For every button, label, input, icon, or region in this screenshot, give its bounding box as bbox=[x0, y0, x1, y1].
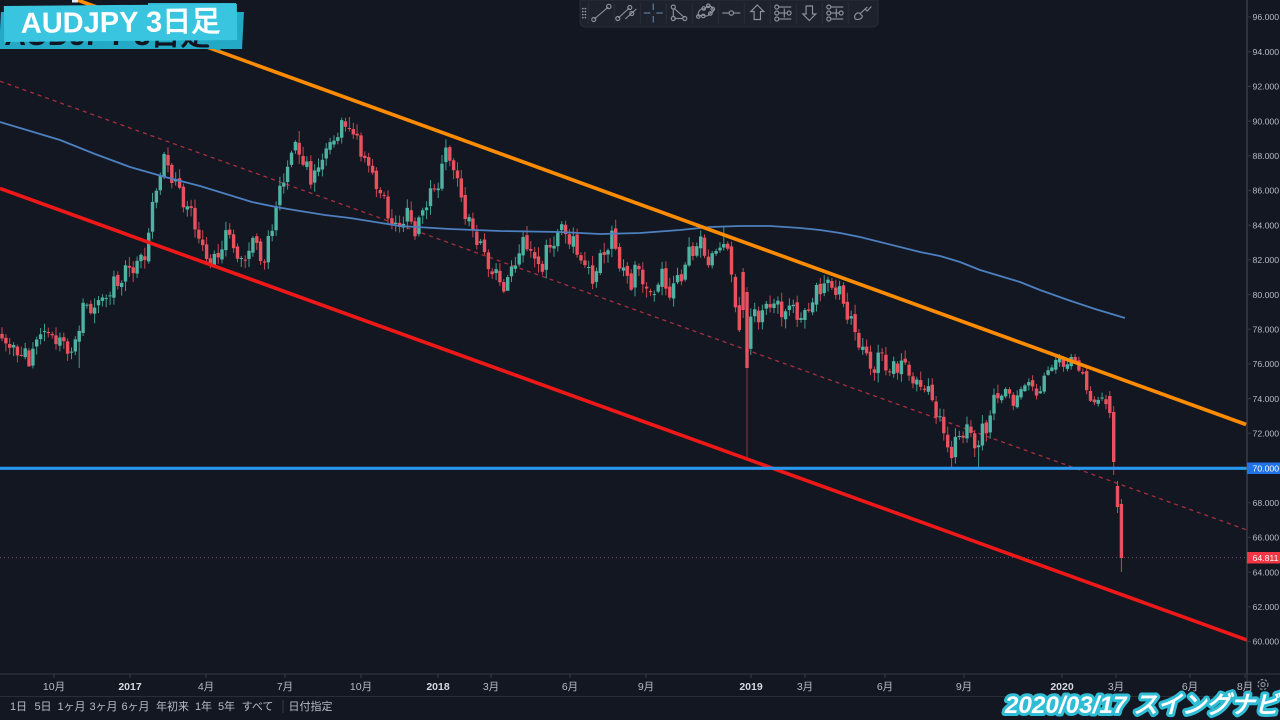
svg-text:3月: 3月 bbox=[483, 681, 499, 693]
svg-text:96.000: 96.000 bbox=[1253, 12, 1280, 22]
svg-text:60.000: 60.000 bbox=[1253, 637, 1280, 647]
svg-text:5年: 5年 bbox=[218, 699, 235, 713]
svg-text:88.000: 88.000 bbox=[1253, 151, 1280, 161]
svg-text:7月: 7月 bbox=[277, 681, 293, 693]
svg-text:2020: 2020 bbox=[1050, 681, 1074, 693]
svg-text:5日: 5日 bbox=[34, 701, 51, 713]
svg-text:2019: 2019 bbox=[739, 681, 763, 693]
svg-text:6ヶ月: 6ヶ月 bbox=[121, 701, 149, 713]
svg-text:62.000: 62.000 bbox=[1253, 602, 1280, 612]
svg-text:78.000: 78.000 bbox=[1253, 324, 1280, 334]
svg-text:日付指定: 日付指定 bbox=[289, 699, 333, 713]
svg-text:4月: 4月 bbox=[198, 681, 214, 693]
svg-text:84.000: 84.000 bbox=[1253, 220, 1280, 230]
svg-text:64.000: 64.000 bbox=[1253, 567, 1280, 577]
svg-text:3月: 3月 bbox=[797, 681, 813, 693]
svg-text:9月: 9月 bbox=[638, 681, 654, 693]
svg-text:64.811: 64.811 bbox=[1253, 553, 1279, 563]
svg-text:82.000: 82.000 bbox=[1253, 255, 1280, 265]
svg-text:94.000: 94.000 bbox=[1253, 47, 1280, 57]
svg-text:すべて: すべて bbox=[242, 700, 274, 713]
svg-text:2018: 2018 bbox=[426, 681, 450, 693]
svg-text:3月: 3月 bbox=[1108, 681, 1124, 693]
svg-text:1日: 1日 bbox=[10, 701, 27, 713]
svg-text:6月: 6月 bbox=[562, 681, 578, 693]
svg-text:76.000: 76.000 bbox=[1253, 359, 1280, 369]
svg-text:6月: 6月 bbox=[1182, 681, 1198, 693]
svg-text:10月: 10月 bbox=[43, 681, 65, 693]
svg-text:74.000: 74.000 bbox=[1253, 394, 1280, 404]
svg-text:2017: 2017 bbox=[118, 681, 142, 693]
svg-text:1ヶ月: 1ヶ月 bbox=[57, 701, 85, 713]
svg-text:6月: 6月 bbox=[877, 681, 893, 693]
svg-text:68.000: 68.000 bbox=[1253, 498, 1280, 508]
svg-text:3ヶ月: 3ヶ月 bbox=[89, 701, 117, 713]
svg-text:80.000: 80.000 bbox=[1253, 290, 1280, 300]
svg-text:72.000: 72.000 bbox=[1253, 429, 1280, 439]
svg-text:92.000: 92.000 bbox=[1253, 82, 1280, 92]
svg-text:8月: 8月 bbox=[1237, 681, 1253, 693]
svg-text:9月: 9月 bbox=[956, 681, 972, 693]
svg-text:90.000: 90.000 bbox=[1253, 116, 1280, 126]
svg-text:86.000: 86.000 bbox=[1253, 186, 1280, 196]
svg-text:70.000: 70.000 bbox=[1253, 464, 1280, 474]
svg-text:年初来: 年初来 bbox=[156, 699, 189, 713]
svg-text:1年: 1年 bbox=[195, 699, 212, 713]
svg-text:66.000: 66.000 bbox=[1253, 533, 1280, 543]
svg-text:10月: 10月 bbox=[350, 681, 372, 693]
